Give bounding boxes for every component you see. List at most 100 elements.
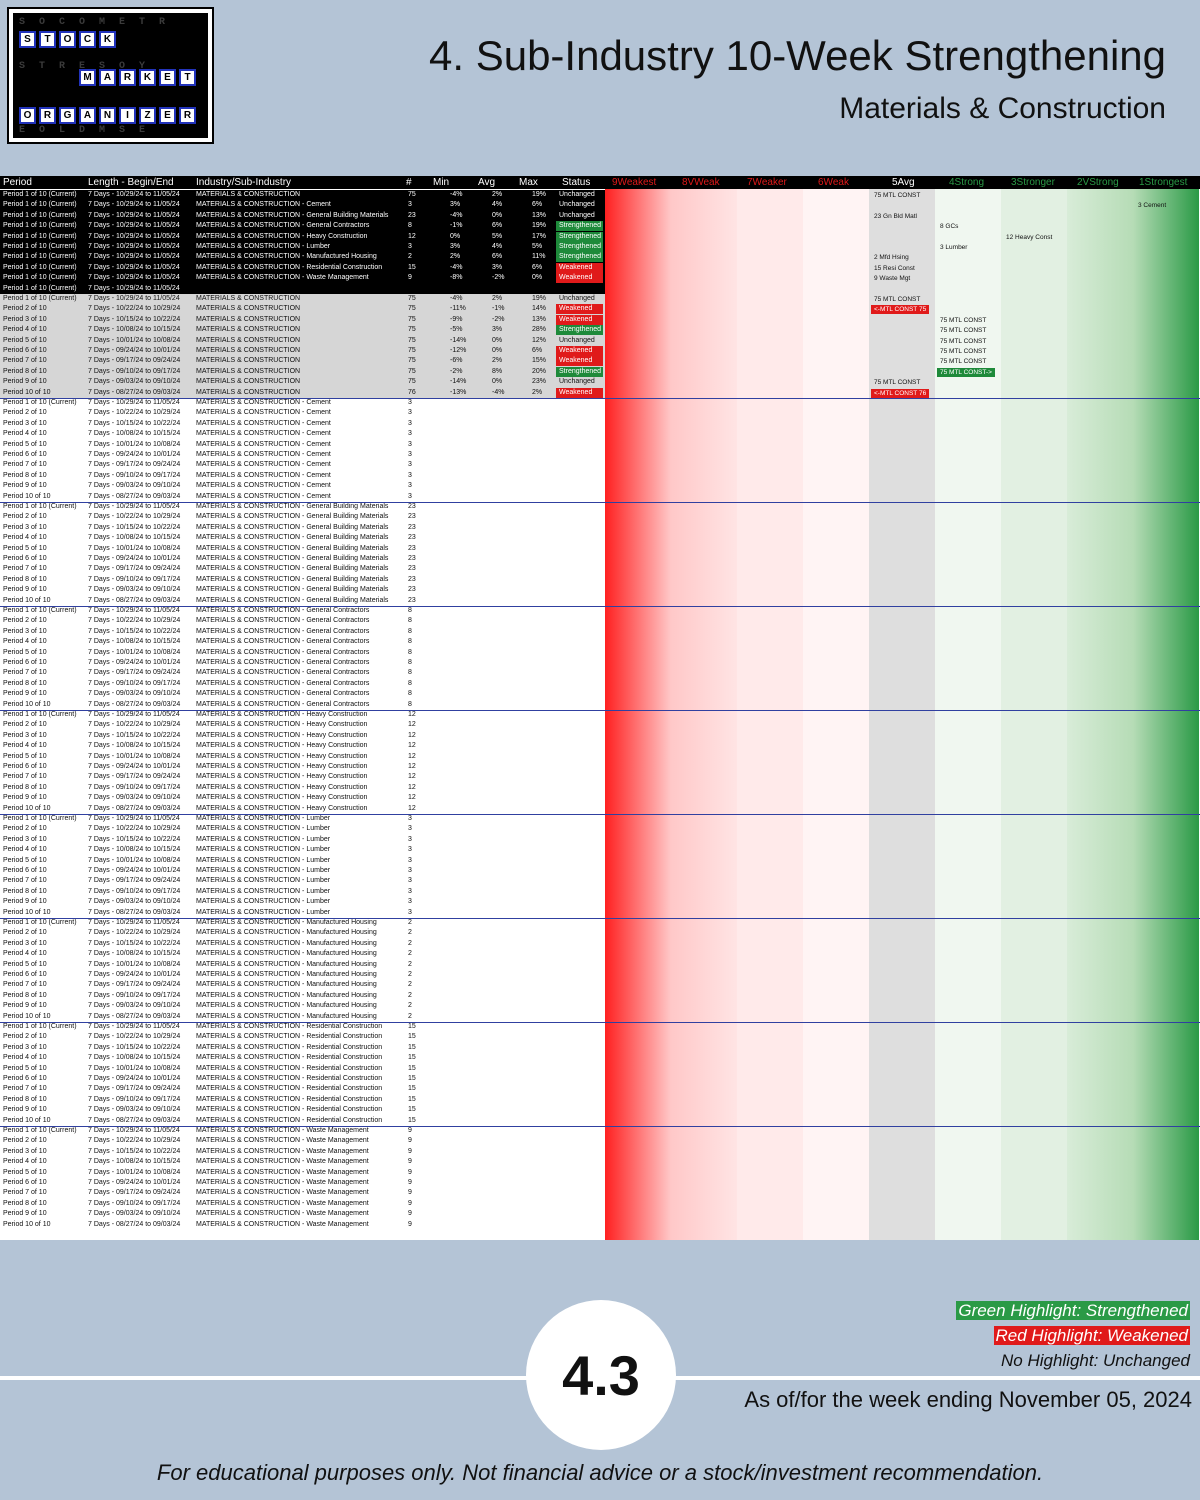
strength-marker: 75 MTL CONST->	[937, 367, 995, 377]
table-row: Period 2 of 10 7 Days - 10/22/24 to 10/29…	[0, 1136, 1200, 1147]
cell: 9	[408, 1179, 412, 1186]
cell: 3	[408, 867, 412, 874]
cell: -4%	[450, 211, 463, 219]
table-row: Period 4 of 10 7 Days - 10/08/24 to 10/15…	[0, 1157, 1200, 1168]
column-header: Avg	[478, 177, 496, 188]
cell: Period 1 of 10 (Current)	[3, 1127, 77, 1134]
cell: 7 Days - 09/03/24 to 09/10/24	[88, 690, 181, 698]
logo-letter: N	[99, 107, 116, 124]
cell: 7 Days - 10/08/24 to 10/15/24	[88, 638, 181, 646]
table-row: Period 5 of 10 7 Days - 10/01/24 to 10/08…	[0, 543, 1200, 554]
cell: 8	[408, 627, 412, 635]
cell: 75	[408, 367, 416, 375]
cell: 7 Days - 10/08/24 to 10/15/24	[88, 950, 181, 958]
cell: -9%	[450, 315, 463, 323]
cell: Period 1 of 10 (Current)	[3, 711, 77, 718]
strength-marker: 75 MTL CONST	[940, 348, 987, 355]
table-row: Period 6 of 10 7 Days - 09/24/24 to 10/01…	[0, 554, 1200, 565]
cell: 12	[408, 232, 416, 240]
table-row: Period 1 of 10 (Current) 7 Days - 10/29/2…	[0, 1022, 1200, 1033]
column-header: Min	[433, 177, 450, 188]
cell: Period 2 of 10	[3, 721, 47, 729]
cell: 12	[408, 763, 416, 770]
cell: 3	[408, 908, 412, 916]
strength-table: Period Length - Begin/End Industry/Sub-Ind…	[0, 176, 1200, 1240]
cell: 3	[408, 243, 412, 250]
cell: 75	[408, 378, 416, 386]
cell: MATERIALS & CONSTRUCTION - Lumber	[196, 908, 331, 916]
cell: 7 Days - 10/01/24 to 10/08/24	[88, 1064, 181, 1072]
logo-letter: K	[99, 31, 116, 48]
cell: 7 Days - 10/15/24 to 10/22/24	[88, 523, 181, 531]
cell: 75	[408, 326, 416, 334]
cell: MATERIALS & CONSTRUCTION - Heavy Constru…	[196, 752, 368, 760]
table-row: Period 3 of 10 7 Days - 10/15/24 to 10/22…	[0, 418, 1200, 430]
cell: 3	[408, 440, 412, 448]
cell: 4%	[492, 243, 503, 250]
status-cell: Weakened	[556, 304, 603, 315]
cell: 7 Days - 10/01/24 to 10/08/24	[88, 648, 181, 656]
cell: 7 Days - 10/29/24 to 11/05/24	[88, 201, 180, 209]
cell: MATERIALS & CONSTRUCTION - Lumber	[196, 856, 331, 864]
cell: 2%	[450, 253, 461, 261]
table-row: Period 5 of 10 7 Days - 10/01/24 to 10/08…	[0, 751, 1200, 762]
cell: Period 4 of 10	[3, 846, 47, 854]
cell: MATERIALS & CONSTRUCTION - Heavy Constru…	[196, 742, 368, 750]
cell: 15	[408, 1085, 416, 1093]
cell: 7 Days - 10/29/24 to 11/05/24	[88, 191, 180, 198]
cell: Period 10 of 10	[3, 596, 51, 604]
cell: 7 Days - 10/29/24 to 11/05/24	[88, 1127, 180, 1134]
cell: Period 3 of 10	[3, 1043, 47, 1051]
cell: 7 Days - 10/15/24 to 10/22/24	[88, 627, 181, 635]
table-row: Period 9 of 10 7 Days - 09/03/24 to 09/10…	[0, 689, 1200, 700]
cell: 2%	[492, 295, 503, 302]
cell: 15%	[532, 357, 547, 365]
cell: 7 Days - 09/24/24 to 10/01/24	[88, 451, 181, 458]
cell: Period 9 of 10	[3, 898, 47, 906]
cell: 6%	[492, 222, 503, 230]
cell: 7 Days - 09/10/24 to 09/17/24	[88, 887, 181, 895]
cell: 15	[408, 1033, 416, 1041]
status-cell: Unchanged	[559, 211, 595, 219]
status-cell: Unchanged	[559, 378, 595, 386]
table-row: Period 2 of 10 7 Days - 10/22/24 to 10/29…	[0, 720, 1200, 731]
cell: MATERIALS & CONSTRUCTION - Cement	[196, 430, 331, 438]
table-row: Period 1 of 10 (Current) 7 Days - 10/29/2…	[0, 294, 1200, 305]
cell: 7 Days - 09/10/24 to 09/17/24	[88, 575, 181, 583]
cell: Period 2 of 10	[3, 305, 47, 313]
table-row: Period 3 of 10 7 Days - 10/15/24 to 10/22…	[0, 314, 1200, 326]
cell: MATERIALS & CONSTRUCTION - Residential C…	[196, 1064, 383, 1072]
table-row: Period 4 of 10 7 Days - 10/08/24 to 10/15…	[0, 533, 1200, 544]
cell: 2	[408, 919, 412, 926]
cell: Period 10 of 10	[3, 1220, 51, 1228]
table-row: Period 7 of 10 7 Days - 09/17/24 to 09/24…	[0, 460, 1200, 471]
cell: MATERIALS & CONSTRUCTION - Lumber	[196, 898, 331, 906]
cell: 7 Days - 09/03/24 to 09/10/24	[88, 794, 181, 802]
cell: MATERIALS & CONSTRUCTION - General Build…	[196, 211, 389, 219]
cell: MATERIALS & CONSTRUCTION - Lumber	[196, 815, 331, 822]
cell: 7 Days - 08/27/24 to 09/03/24	[88, 1116, 181, 1124]
cell: 3	[408, 419, 412, 427]
strength-marker: 75 MTL CONST	[940, 337, 987, 345]
strength-marker: 75 MTL CONST	[874, 296, 921, 303]
table-row: Period 10 of 10 7 Days - 08/27/24 to 09/0…	[0, 491, 1200, 502]
table-row: Period 7 of 10 7 Days - 09/17/24 to 09/24…	[0, 1188, 1200, 1199]
cell: MATERIALS & CONSTRUCTION - General Build…	[196, 575, 389, 583]
logo-letter: R	[179, 107, 196, 124]
cell: 9	[408, 1168, 412, 1176]
cell: 12%	[532, 336, 547, 344]
cell: -2%	[450, 367, 463, 375]
cell: MATERIALS & CONSTRUCTION - Manufactured …	[196, 950, 377, 958]
cell: 7 Days - 08/27/24 to 09/03/24	[88, 596, 181, 604]
cell: MATERIALS & CONSTRUCTION - Waste Managem…	[196, 1137, 369, 1145]
cell: 7 Days - 09/17/24 to 09/24/24	[88, 1189, 181, 1197]
cell: Period 1 of 10 (Current)	[3, 191, 77, 198]
cell: Period 1 of 10 (Current)	[3, 243, 77, 250]
cell: 3%	[450, 201, 461, 209]
cell: MATERIALS & CONSTRUCTION - Cement	[196, 201, 331, 209]
cell: 2%	[532, 388, 543, 396]
cell: 7 Days - 10/01/24 to 10/08/24	[88, 960, 181, 968]
cell: MATERIALS & CONSTRUCTION	[196, 336, 301, 344]
cell: -4%	[450, 263, 463, 271]
table-row: Period 8 of 10 7 Days - 09/10/24 to 09/17…	[0, 1094, 1200, 1106]
